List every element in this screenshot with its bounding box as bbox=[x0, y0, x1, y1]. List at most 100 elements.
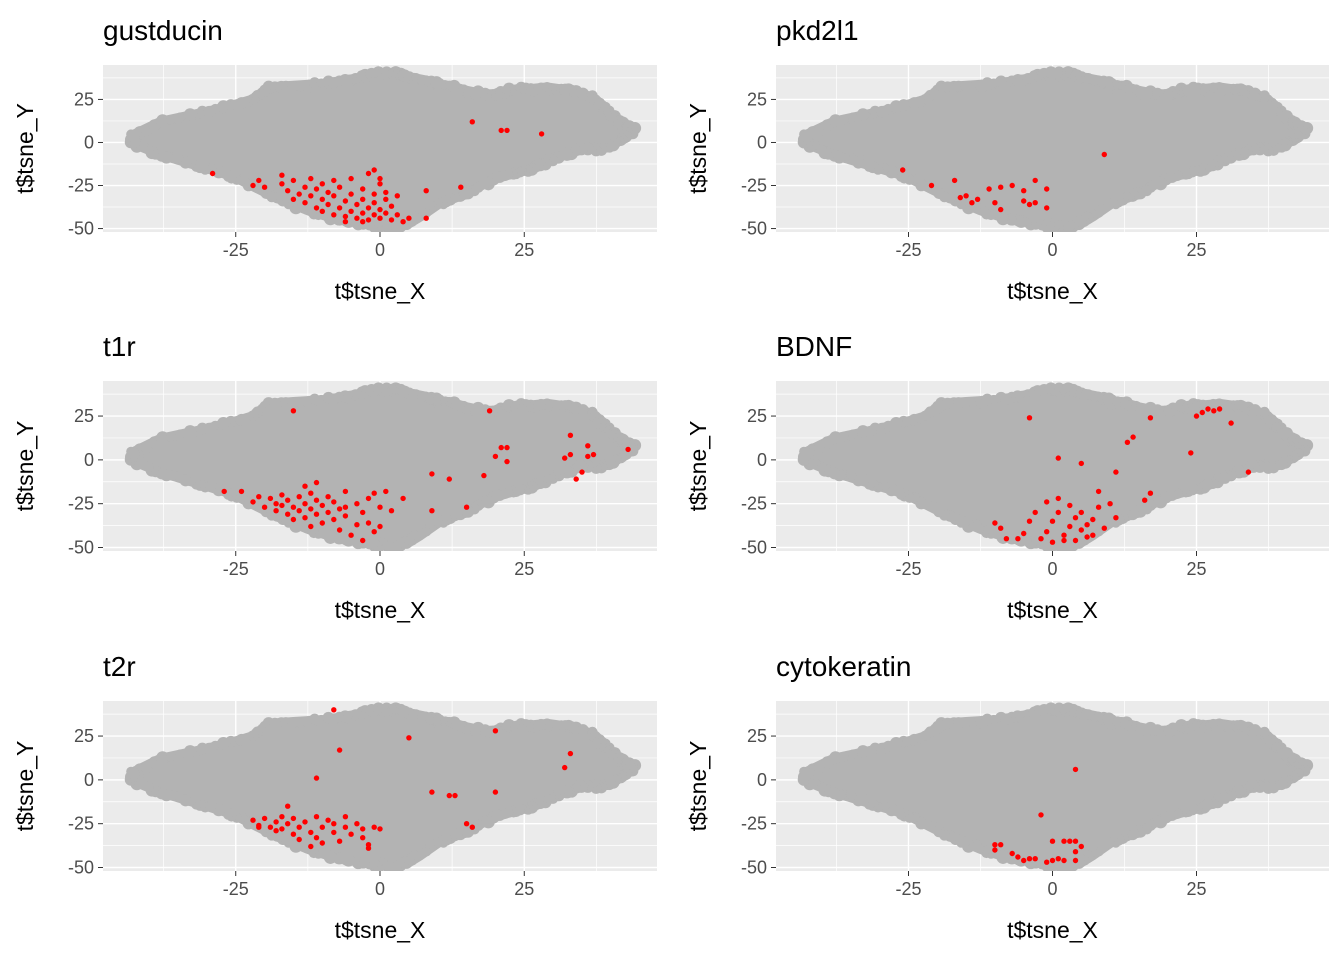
y-axis-title: t$tsne_Y bbox=[685, 103, 711, 194]
highlighted-cell-point bbox=[1055, 509, 1062, 516]
highlighted-cell-point bbox=[1061, 537, 1067, 544]
highlighted-cell-point bbox=[336, 747, 343, 753]
highlighted-cell-point bbox=[963, 193, 969, 199]
highlighted-cell-point bbox=[296, 494, 302, 500]
background-cell-point bbox=[856, 425, 870, 438]
panel-cytokeratin: -25 0 25 -50 -25 0 25 t$tsne_X t$tsne_Y cytokerat… bbox=[685, 651, 1329, 943]
x-tick-label: 25 bbox=[514, 559, 534, 579]
highlighted-cell-point bbox=[354, 201, 360, 208]
background-cell-point bbox=[838, 115, 849, 125]
highlighted-cell-point bbox=[1049, 518, 1056, 524]
y-tick-label: 25 bbox=[747, 89, 767, 109]
highlighted-cell-point bbox=[383, 488, 389, 495]
highlighted-cell-point bbox=[371, 167, 377, 173]
highlighted-cell-point bbox=[325, 509, 331, 516]
highlighted-cell-point bbox=[590, 451, 597, 458]
y-tick-label: -50 bbox=[741, 219, 767, 239]
highlighted-cell-point bbox=[446, 792, 452, 799]
highlighted-cell-point bbox=[302, 200, 308, 206]
highlighted-cell-point bbox=[1044, 859, 1050, 865]
highlighted-cell-point bbox=[429, 508, 435, 514]
highlighted-cell-point bbox=[1055, 856, 1062, 862]
highlighted-cell-point bbox=[1021, 530, 1027, 537]
highlighted-cell-point bbox=[452, 792, 458, 799]
highlighted-cell-point bbox=[331, 212, 337, 218]
background-cell-point bbox=[451, 720, 462, 731]
panel-t1r: -25 0 25 -50 -25 0 25 t$tsne_X t$tsne_Y t1r bbox=[12, 331, 657, 623]
highlighted-cell-point bbox=[296, 836, 302, 843]
background-cell-point bbox=[847, 471, 857, 481]
y-tick-label: 0 bbox=[84, 770, 94, 790]
highlighted-cell-point bbox=[273, 508, 279, 514]
background-cell-point bbox=[183, 745, 197, 758]
highlighted-cell-point bbox=[1026, 201, 1033, 208]
highlighted-cell-point bbox=[998, 206, 1004, 213]
highlighted-cell-point bbox=[492, 453, 499, 460]
highlighted-cell-point bbox=[429, 789, 435, 795]
y-axis-title: t$tsne_Y bbox=[685, 741, 711, 832]
highlighted-cell-point bbox=[365, 845, 372, 851]
highlighted-cell-point bbox=[308, 843, 314, 850]
highlighted-cell-point bbox=[951, 177, 958, 184]
highlighted-cell-point bbox=[1049, 857, 1056, 864]
highlighted-cell-point bbox=[1067, 838, 1073, 844]
background-cell-point bbox=[165, 115, 176, 125]
background-cell-point bbox=[829, 431, 842, 444]
y-tick-label: -50 bbox=[68, 219, 94, 239]
highlighted-cell-point bbox=[1193, 413, 1200, 419]
highlighted-cell-point bbox=[1142, 497, 1148, 503]
highlighted-cell-point bbox=[1061, 838, 1067, 844]
highlighted-cell-point bbox=[469, 119, 475, 125]
highlighted-cell-point bbox=[1067, 502, 1073, 509]
highlighted-cell-point bbox=[342, 198, 349, 204]
highlighted-cell-point bbox=[486, 408, 493, 414]
background-cell-point bbox=[838, 752, 849, 762]
highlighted-cell-point bbox=[1009, 850, 1015, 857]
highlighted-cell-point bbox=[342, 504, 349, 510]
highlighted-cell-point bbox=[360, 210, 366, 216]
highlighted-cell-point bbox=[342, 513, 349, 519]
highlighted-cell-point bbox=[992, 847, 998, 853]
highlighted-cell-point bbox=[1078, 509, 1085, 516]
highlighted-cell-point bbox=[308, 506, 314, 512]
highlighted-cell-point bbox=[1072, 537, 1079, 544]
x-axis-title: t$tsne_X bbox=[1007, 597, 1098, 623]
highlighted-cell-point bbox=[492, 789, 499, 795]
highlighted-cell-point bbox=[377, 181, 383, 187]
highlighted-cell-point bbox=[400, 495, 406, 502]
highlighted-cell-point bbox=[388, 217, 395, 223]
highlighted-cell-point bbox=[1090, 516, 1096, 523]
x-tick-label: 0 bbox=[375, 879, 385, 899]
highlighted-cell-point bbox=[360, 537, 366, 544]
highlighted-cell-point bbox=[1026, 518, 1033, 524]
highlighted-cell-point bbox=[261, 815, 268, 822]
highlighted-cell-point bbox=[383, 196, 389, 202]
background-cell-point bbox=[295, 718, 306, 728]
highlighted-cell-point bbox=[319, 181, 325, 187]
highlighted-cell-point bbox=[313, 205, 320, 211]
y-tick-label: 0 bbox=[757, 770, 767, 790]
highlighted-cell-point bbox=[458, 184, 464, 190]
x-axis-title: t$tsne_X bbox=[335, 278, 426, 304]
y-tick-label: 25 bbox=[747, 726, 767, 746]
highlighted-cell-point bbox=[567, 432, 574, 438]
highlighted-cell-point bbox=[992, 520, 998, 526]
panel-title: pkd2l1 bbox=[776, 15, 859, 46]
highlighted-cell-point bbox=[377, 826, 383, 832]
x-tick-label: -25 bbox=[223, 559, 249, 579]
y-tick-label: 25 bbox=[74, 406, 94, 426]
y-axis-title: t$tsne_Y bbox=[12, 421, 38, 512]
highlighted-cell-point bbox=[238, 488, 245, 495]
highlighted-cell-point bbox=[1101, 525, 1108, 531]
background-cell-point bbox=[174, 791, 184, 801]
y-tick-label: -25 bbox=[68, 494, 94, 514]
highlighted-cell-point bbox=[348, 208, 354, 214]
highlighted-cell-point bbox=[1199, 409, 1206, 416]
background-cell-point bbox=[156, 114, 169, 127]
highlighted-cell-point bbox=[325, 494, 331, 500]
y-tick-label: 0 bbox=[757, 450, 767, 470]
background-cell-point bbox=[847, 153, 857, 163]
highlighted-cell-point bbox=[377, 215, 383, 221]
highlighted-cell-point bbox=[1188, 450, 1194, 456]
